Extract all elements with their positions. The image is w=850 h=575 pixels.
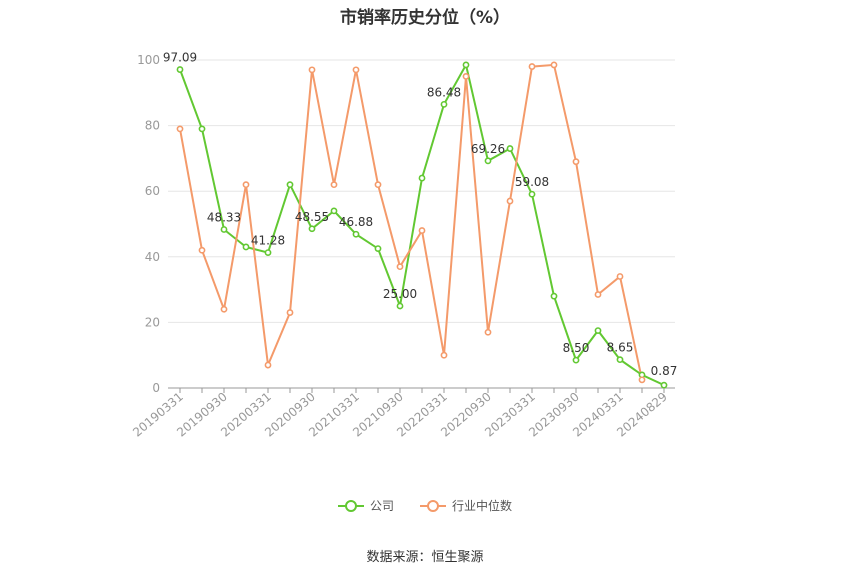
data-label: 48.55: [295, 210, 329, 224]
data-point-industry: [176, 125, 184, 133]
legend-company-marker: [337, 499, 364, 513]
legend-company-label: 公司: [369, 499, 394, 513]
data-point-company: [484, 157, 492, 165]
data-point-company: [572, 356, 580, 364]
y-tick-label: 40: [145, 250, 160, 264]
data-label: 8.65: [607, 341, 634, 355]
data-label: 59.08: [515, 175, 549, 189]
data-point-industry: [638, 376, 646, 384]
data-point-industry: [286, 309, 294, 316]
data-point-company: [176, 66, 184, 73]
data-point-company: [308, 225, 316, 233]
data-point-company: [660, 381, 668, 389]
data-point-industry: [198, 246, 206, 254]
data-point-company: [330, 207, 338, 215]
data-point-industry: [396, 263, 404, 271]
data-source: 数据来源：恒生聚源: [366, 550, 484, 565]
data-point-industry: [484, 328, 492, 336]
data-label: 0.87: [651, 364, 678, 378]
y-tick-label: 100: [137, 53, 160, 67]
data-point-industry: [264, 361, 272, 369]
data-point-industry: [572, 158, 580, 166]
chart-title: 市销率历史分位（%）: [339, 8, 511, 28]
data-point-industry: [462, 73, 470, 80]
data-point-company: [374, 245, 382, 252]
data-point-industry: [418, 227, 426, 234]
data-label: 46.88: [339, 215, 373, 229]
data-point-industry: [308, 66, 316, 74]
data-point-company: [462, 61, 470, 69]
data-point-industry: [616, 273, 624, 280]
series-line-company: [179, 62, 665, 387]
y-tick-label: 0: [152, 381, 160, 395]
legend-industry-label: 行业中位数: [452, 499, 513, 513]
data-label: 69.26: [471, 142, 505, 156]
data-point-company: [264, 249, 272, 257]
data-point-company: [528, 190, 536, 198]
y-tick-label: 60: [145, 184, 160, 198]
data-label: 8.50: [563, 341, 590, 355]
line-chart: 0204060801002019033120190930202003312020…: [130, 51, 678, 440]
data-point-company: [220, 226, 228, 233]
data-point-company: [594, 327, 602, 334]
data-point-company: [440, 100, 448, 108]
data-point-industry: [506, 197, 514, 205]
data-point-company: [418, 174, 426, 182]
data-point-company: [352, 230, 360, 238]
data-label: 97.09: [163, 51, 197, 65]
data-point-company: [198, 125, 206, 133]
data-point-company: [550, 292, 558, 300]
y-tick-label: 20: [145, 315, 160, 329]
data-point-industry: [330, 181, 338, 189]
data-label: 48.33: [207, 210, 241, 224]
data-point-industry: [440, 351, 448, 359]
data-point-company: [506, 145, 514, 152]
data-point-industry: [374, 181, 382, 189]
data-point-industry: [242, 181, 250, 189]
y-tick-label: 80: [145, 119, 160, 133]
legend-item-company[interactable]: 公司: [337, 497, 394, 514]
data-point-industry: [594, 291, 602, 298]
data-point-company: [396, 302, 404, 310]
data-point-company: [242, 243, 250, 251]
legend-item-industry-median[interactable]: 行业中位数: [420, 497, 512, 514]
series-line-industry: [179, 63, 643, 381]
data-point-company: [286, 181, 294, 189]
legend: 公司 行业中位数: [0, 497, 850, 514]
legend-industry-marker: [420, 499, 446, 513]
data-label: 25.00: [383, 287, 417, 301]
data-point-industry: [528, 63, 536, 70]
data-point-industry: [352, 66, 360, 74]
data-point-industry: [550, 61, 558, 69]
data-label: 41.28: [251, 234, 285, 248]
data-point-company: [616, 356, 624, 364]
data-label: 86.48: [427, 85, 461, 99]
data-point-industry: [220, 305, 228, 313]
